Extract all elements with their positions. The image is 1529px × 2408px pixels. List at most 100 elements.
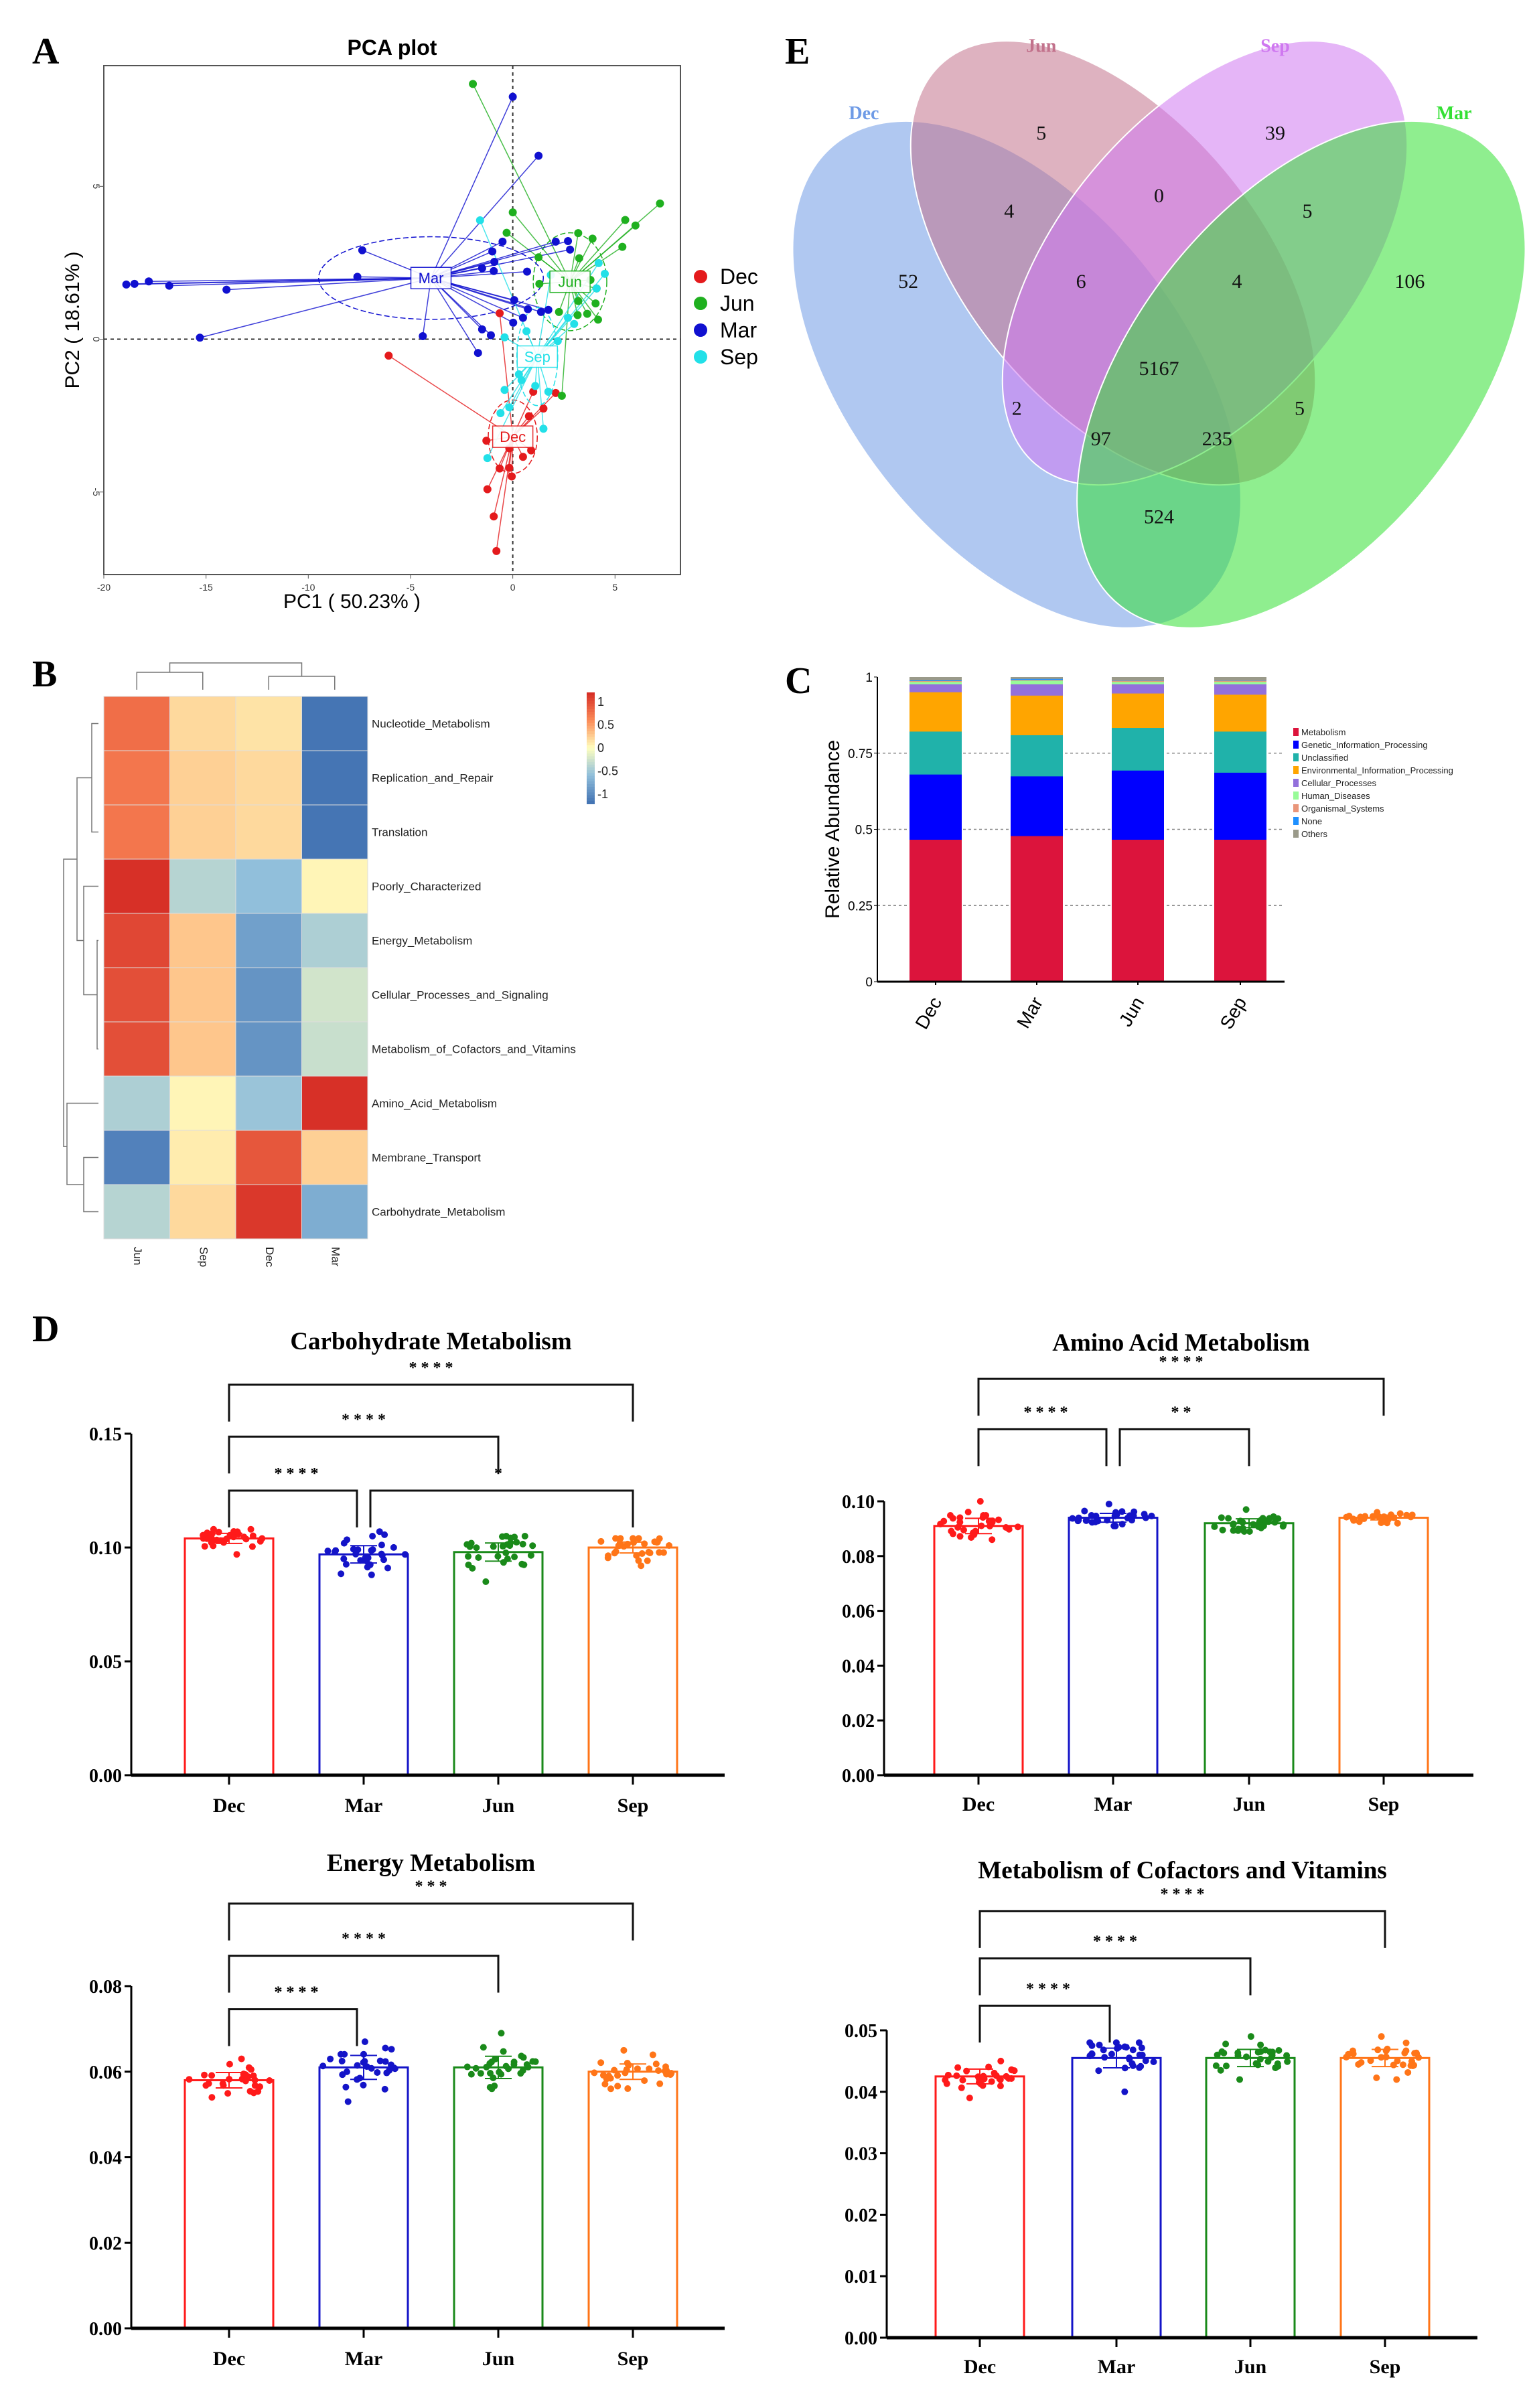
- colorbar-segment: [587, 695, 595, 699]
- colorbar-segment: [587, 739, 595, 743]
- x-tick-label: Mar: [1098, 2356, 1136, 2378]
- data-point-jun: [1212, 2062, 1220, 2069]
- x-tick-label: Dec: [962, 1793, 995, 1815]
- data-point-sep: [649, 2051, 656, 2058]
- y-tick-label: 0.02: [89, 2233, 122, 2254]
- data-point-dec: [944, 2071, 952, 2079]
- spoke-line: [536, 275, 552, 357]
- data-point-jun: [500, 2048, 507, 2055]
- data-point-sep: [1382, 2047, 1390, 2054]
- data-point-sep: [1394, 1519, 1401, 1527]
- data-point-jun: [1268, 2052, 1276, 2059]
- data-point-mar: [380, 1556, 388, 1564]
- data-point-sep: [1356, 1518, 1363, 1525]
- bar-segment-unclassified: [1112, 727, 1164, 771]
- data-point-jun: [621, 216, 630, 224]
- x-tick-label: -5: [407, 582, 415, 593]
- data-point-mar: [518, 313, 527, 322]
- spoke-line: [430, 96, 514, 279]
- data-point-sep: [1394, 2057, 1401, 2064]
- data-point-jun: [1256, 1519, 1263, 1526]
- data-point-jun: [498, 2071, 505, 2078]
- error-bar: [1370, 1515, 1397, 1521]
- significance-bracket: [369, 1489, 634, 1527]
- data-point-jun: [1225, 1515, 1232, 1522]
- error-bar: [1236, 1518, 1262, 1529]
- data-point-mar: [340, 1555, 348, 1562]
- spoke-line: [430, 277, 479, 354]
- significance-label: * *: [1171, 1404, 1191, 1421]
- legend-marker-jun: [694, 297, 707, 310]
- row-label: Nucleotide_Metabolism: [372, 718, 490, 731]
- data-point-sep: [1407, 2062, 1414, 2069]
- data-point-sep: [1369, 1513, 1376, 1520]
- x-tick-label: Mar: [1094, 1793, 1133, 1815]
- centroid-box: [492, 425, 534, 448]
- panel-label-b: B: [32, 654, 57, 695]
- colorbar-tick-label: 0: [597, 741, 604, 755]
- data-point-dec: [384, 352, 393, 360]
- y-tick-label: 0.00: [89, 2319, 122, 2340]
- data-point-sep: [1350, 1515, 1357, 1523]
- bar-sep: [1338, 1517, 1429, 1777]
- spoke-line: [149, 277, 431, 283]
- data-point-mar: [1126, 2054, 1133, 2062]
- data-point-dec: [959, 2077, 966, 2084]
- heatmap-cell: [301, 858, 368, 914]
- data-point-mar: [319, 2062, 327, 2070]
- data-point-sep: [599, 2072, 607, 2079]
- colorbar-segment: [587, 764, 595, 769]
- heatmap-cell: [103, 858, 170, 914]
- panel-label-d: D: [32, 1308, 59, 1350]
- bar-segment-genetic-information-processing: [1112, 770, 1164, 840]
- data-point-jun: [508, 208, 517, 217]
- venn-region-count: 97: [1091, 428, 1111, 450]
- row-label: Replication_and_Repair: [372, 772, 494, 785]
- data-point-mar: [388, 2046, 395, 2053]
- spoke-line: [536, 356, 544, 429]
- data-point-mar: [350, 1546, 357, 1553]
- legend-label: Genetic_Information_Processing: [1301, 740, 1428, 750]
- data-point-mar: [508, 92, 517, 101]
- data-point-sep: [635, 1557, 642, 1564]
- data-point-jun: [498, 2030, 505, 2037]
- data-point-mar: [509, 318, 518, 327]
- y-tick-label: 0: [91, 337, 102, 342]
- column-label: Mar: [329, 1247, 342, 1267]
- heatmap-cell: [301, 696, 368, 751]
- data-point-jun: [1218, 2048, 1226, 2055]
- colorbar-segment: [587, 723, 595, 727]
- data-point-jun: [1246, 1527, 1253, 1535]
- data-point-dec: [1003, 1523, 1010, 1531]
- data-point-jun: [490, 1543, 497, 1550]
- spoke-line: [536, 288, 597, 358]
- data-point-jun: [506, 1542, 514, 1550]
- data-point-mar: [1086, 2052, 1094, 2060]
- data-point-sep: [522, 327, 531, 335]
- data-point-sep: [1402, 2039, 1410, 2046]
- x-tick-label: Sep: [1370, 2356, 1401, 2378]
- heatmap-cell: [169, 750, 236, 806]
- legend-swatch: [1293, 830, 1299, 838]
- data-point-sep: [500, 386, 509, 394]
- bar-jun: [453, 1551, 544, 1777]
- data-point-mar: [536, 307, 545, 316]
- heatmap-cell: [301, 1130, 368, 1185]
- colorbar-segment: [587, 773, 595, 777]
- y-tick-label: 5: [91, 183, 102, 189]
- y-tick-label: 0.10: [842, 1492, 875, 1513]
- data-point-jun: [1256, 2056, 1264, 2063]
- heatmap-cell: [235, 1130, 302, 1185]
- data-point-mar: [1112, 1509, 1119, 1516]
- error-bar: [350, 2054, 377, 2081]
- data-point-sep: [1401, 2049, 1408, 2056]
- data-point-dec: [259, 1535, 266, 1542]
- data-point-mar: [566, 245, 575, 254]
- data-point-mar: [376, 1528, 383, 1535]
- venn-region-count: 52: [898, 271, 918, 293]
- data-point-sep: [611, 1550, 618, 1557]
- data-point-jun: [473, 1544, 480, 1552]
- heatmap-cell: [103, 913, 170, 968]
- colorbar-segment: [587, 798, 595, 802]
